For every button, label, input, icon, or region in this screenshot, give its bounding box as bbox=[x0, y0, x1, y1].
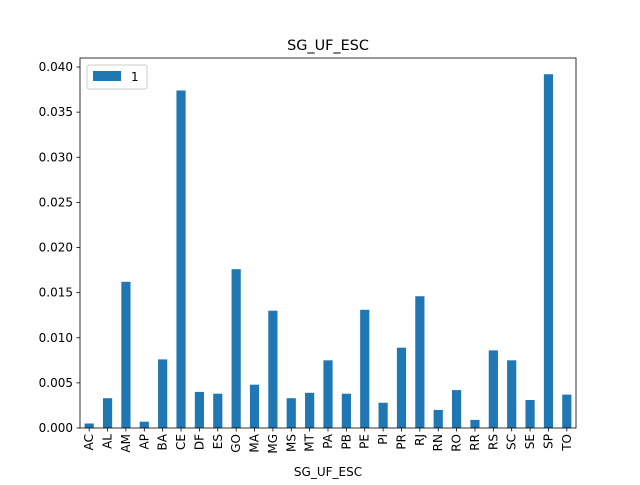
bar-PR bbox=[396, 347, 407, 428]
bar-BA bbox=[158, 359, 168, 428]
bar-RR bbox=[470, 419, 480, 428]
bar-AP bbox=[139, 421, 149, 428]
x-tick-label: DF bbox=[192, 434, 206, 450]
bar-AC bbox=[84, 423, 94, 428]
x-tick-label: MT bbox=[303, 433, 317, 451]
y-tick-label: 0.040 bbox=[39, 60, 73, 74]
x-tick-label: RS bbox=[486, 434, 500, 450]
x-tick-label: TO bbox=[560, 434, 574, 452]
bar-CE bbox=[176, 90, 186, 429]
x-tick-label: PE bbox=[358, 434, 372, 449]
y-tick-label: 0.005 bbox=[39, 376, 73, 390]
x-tick-label: RN bbox=[431, 434, 445, 451]
x-axis-label: SG_UF_ESC bbox=[294, 465, 362, 479]
x-tick-label: SC bbox=[505, 434, 519, 450]
bar-PA bbox=[323, 360, 333, 428]
x-tick-label: MS bbox=[284, 434, 298, 452]
x-tick-label: MG bbox=[266, 434, 280, 454]
bar-AL bbox=[102, 398, 113, 428]
y-tick-label: 0.000 bbox=[39, 421, 73, 435]
bar-SE bbox=[525, 400, 535, 428]
bar-SC bbox=[507, 360, 517, 428]
legend: 1 bbox=[86, 64, 148, 90]
x-tick-label: MA bbox=[248, 433, 262, 452]
x-tick-label: AP bbox=[137, 434, 151, 449]
bar-MS bbox=[286, 398, 296, 428]
bar-RS bbox=[488, 350, 498, 428]
bar-MA bbox=[249, 384, 260, 428]
y-tick-label: 0.035 bbox=[39, 105, 73, 119]
bar-AM bbox=[121, 281, 131, 428]
y-tick-label: 0.010 bbox=[39, 331, 73, 345]
bars-group bbox=[84, 74, 572, 429]
x-tick-label: ES bbox=[211, 434, 225, 449]
x-tick-label: BA bbox=[156, 433, 170, 450]
bar-TO bbox=[562, 394, 572, 428]
legend-label: 1 bbox=[131, 70, 139, 84]
bar-PE bbox=[360, 309, 370, 428]
x-tick-label: GO bbox=[229, 434, 243, 453]
x-tick-label: SP bbox=[541, 434, 555, 449]
x-tick-label: PA bbox=[321, 433, 335, 448]
bar-DF bbox=[194, 391, 204, 428]
x-tick-label: RJ bbox=[413, 434, 427, 446]
x-tick-label: AC bbox=[82, 434, 96, 450]
bar-RN bbox=[433, 409, 443, 428]
y-tick-label: 0.025 bbox=[39, 195, 73, 209]
x-tick-label: PI bbox=[376, 434, 390, 445]
y-tick-label: 0.020 bbox=[39, 241, 73, 255]
bar-MG bbox=[268, 310, 278, 428]
bar-MT bbox=[305, 392, 315, 428]
bar-PB bbox=[341, 393, 351, 428]
y-axis: 0.000 0.005 0.010 0.015 0.020 0.025 0.030 0.035… bbox=[39, 60, 80, 435]
bar-PI bbox=[378, 402, 388, 428]
x-tick-label: PR bbox=[394, 434, 408, 450]
bar-RJ bbox=[415, 296, 425, 428]
bar-ES bbox=[213, 393, 223, 428]
bar-RO bbox=[452, 390, 462, 428]
plot-frame bbox=[79, 57, 577, 429]
x-tick-label: RO bbox=[450, 434, 464, 452]
bar-SP bbox=[543, 74, 554, 429]
x-tick-label: RR bbox=[468, 434, 482, 451]
x-tick-label: AM bbox=[119, 434, 133, 453]
x-tick-label: SE bbox=[523, 434, 537, 449]
bar-GO bbox=[231, 269, 241, 428]
y-tick-label: 0.030 bbox=[39, 150, 73, 164]
y-tick-label: 0.015 bbox=[39, 286, 73, 300]
chart-title: SG_UF_ESC bbox=[287, 38, 369, 54]
x-tick-label: CE bbox=[174, 434, 188, 450]
x-tick-label: PB bbox=[339, 434, 353, 449]
x-axis: AC AL AM AP BA CE DF ES GO MA MG MS MT PA PB PE PI PR RJ RN… bbox=[82, 428, 574, 454]
legend-swatch bbox=[93, 71, 121, 81]
x-tick-label: AL bbox=[101, 434, 115, 449]
